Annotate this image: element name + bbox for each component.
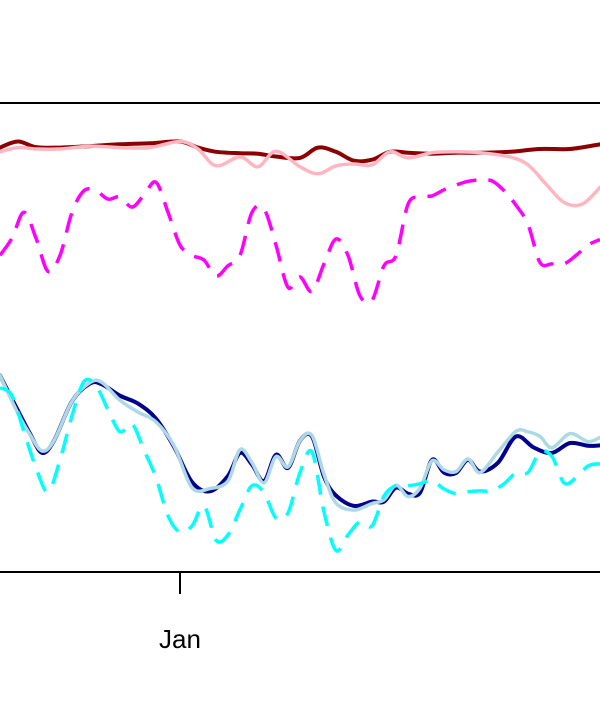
series-line-2 xyxy=(0,139,600,208)
x-axis-ticks: Jan xyxy=(159,572,201,654)
series-layer xyxy=(0,139,600,553)
series-line-5 xyxy=(0,373,600,512)
x-tick-label: Jan xyxy=(159,624,201,654)
series-line-3 xyxy=(0,177,600,305)
series-line-6 xyxy=(0,377,600,553)
